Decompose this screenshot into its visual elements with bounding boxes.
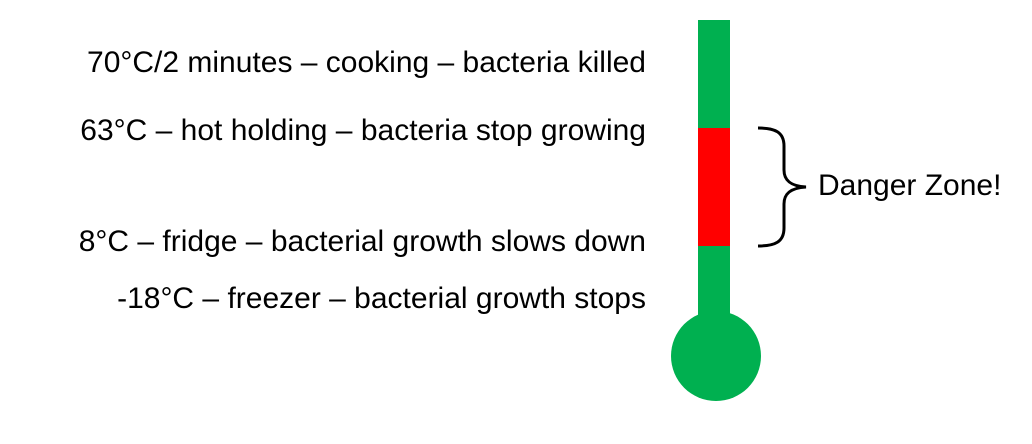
danger-zone-brace [757, 126, 807, 248]
danger-zone-segment [698, 128, 730, 246]
fridge-label: 8°C – fridge – bacterial growth slows do… [78, 225, 646, 258]
freezer-label: -18°C – freezer – bacterial growth stops [117, 282, 646, 315]
thermometer-bulb [671, 311, 761, 401]
danger-zone-label: Danger Zone! [818, 169, 1002, 202]
hot-holding-label: 63°C – hot holding – bacteria stop growi… [80, 114, 646, 147]
cooking-label: 70°C/2 minutes – cooking – bacteria kill… [87, 46, 646, 79]
